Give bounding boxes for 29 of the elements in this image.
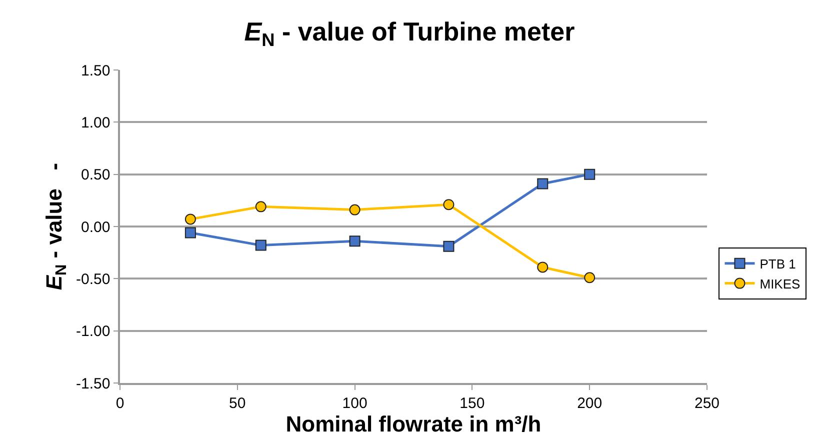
x-axis-title: Nominal flowrate in m³/h — [286, 412, 542, 437]
point — [349, 204, 360, 216]
point — [184, 214, 196, 225]
point — [255, 240, 266, 251]
y-tick-label: 1.00 — [81, 114, 110, 132]
y-tick-label: 0.50 — [81, 166, 110, 184]
y-tick-label: -1.50 — [76, 375, 110, 392]
y-tick-label: 1.50 — [81, 62, 110, 80]
point — [443, 240, 454, 252]
legend-label: MIKES — [760, 276, 801, 292]
x-tick-label: 150 — [460, 394, 485, 412]
point — [537, 178, 548, 190]
x-tick-label: 0 — [116, 394, 124, 412]
legend-label: PTB 1 — [760, 256, 796, 272]
point — [349, 236, 360, 247]
point — [255, 201, 266, 212]
point — [184, 227, 196, 238]
point — [537, 262, 548, 273]
y-tick-label: 0.00 — [81, 218, 110, 236]
x-tick-label: 50 — [229, 394, 246, 412]
point — [584, 272, 596, 284]
chart-title: E$_{N}$ - value of Turbine meter — [244, 16, 575, 50]
x-tick-label: 200 — [577, 394, 602, 412]
y-tick-label: -0.50 — [76, 270, 110, 288]
point — [584, 168, 596, 180]
point — [443, 199, 454, 210]
x-tick-label: 250 — [694, 394, 720, 412]
y-tick-label: -1.00 — [76, 323, 110, 340]
x-tick-label: 100 — [342, 394, 368, 412]
